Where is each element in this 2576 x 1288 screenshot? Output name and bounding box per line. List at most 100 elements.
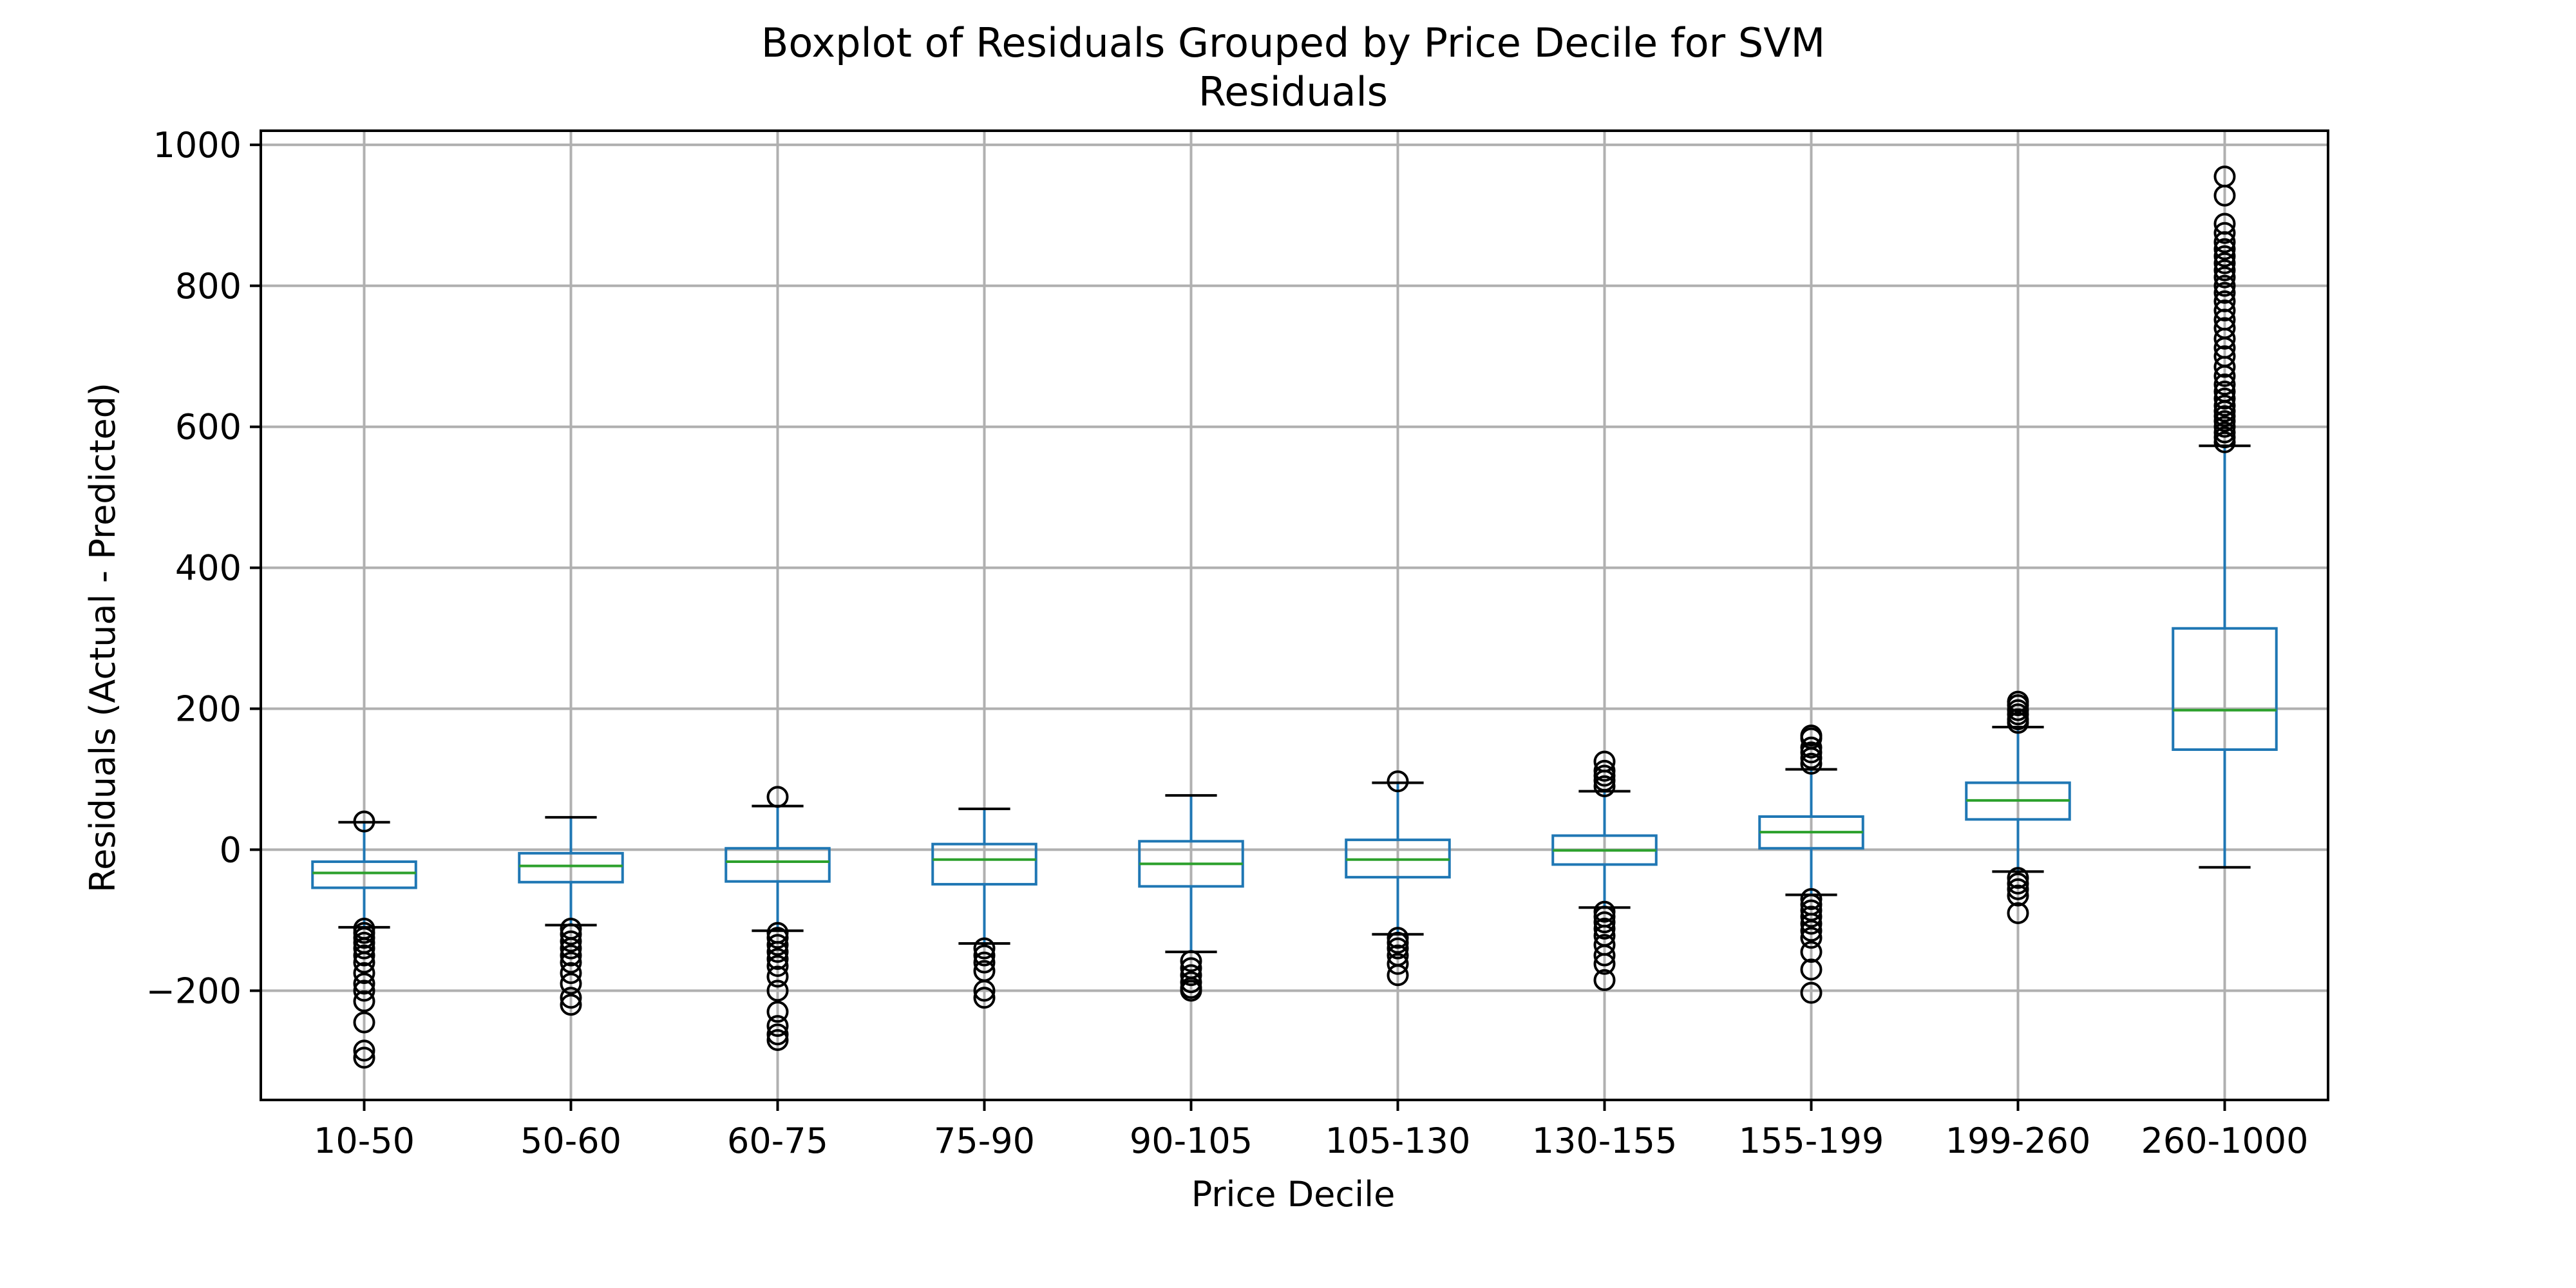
outlier-point [2213,374,2236,396]
y-tick-label: −200 [146,971,242,1011]
x-tick-label: 199-260 [1946,1121,2091,1161]
outlier-point [2007,690,2029,713]
outlier-point [766,948,789,971]
outlier-point [766,1015,789,1037]
outlier-point [560,930,582,952]
outlier-point [766,941,789,963]
outlier-point [353,980,375,1002]
outlier-point [353,972,375,995]
outlier-point [1800,981,1823,1004]
x-axis-label: Price Decile [1191,1174,1396,1215]
box-group [1551,750,1658,991]
x-tick-label: 50-60 [520,1121,621,1161]
outlier-point [560,994,582,1016]
outlier-point [2213,238,2236,260]
outlier-point [2213,387,2236,410]
outlier-point [2213,394,2236,417]
outlier-point [560,972,582,995]
outlier-point [2213,222,2236,244]
outlier-point [2213,380,2236,402]
outlier-point [1800,905,1823,928]
outlier-point [353,944,375,967]
outlier-point [766,1028,789,1051]
outlier-point [353,1011,375,1034]
outlier-point [2213,213,2236,235]
outlier-point [2213,421,2236,444]
box-group [1965,690,2071,924]
outlier-point [1387,964,1409,987]
outlier-point [766,1001,789,1023]
outlier-point [766,980,789,1002]
outlier-point [353,990,375,1012]
outlier-point [353,961,375,984]
outlier-point [973,987,996,1009]
y-tick-label: 800 [175,266,242,307]
outlier-point [766,786,789,808]
outlier-point [560,987,582,1009]
x-tick-label: 155-199 [1739,1121,1884,1161]
outlier-point [2007,878,2029,900]
outlier-point [2213,245,2236,267]
outlier-point [560,944,582,967]
outlier-point [353,810,375,833]
box-series [311,166,2278,1069]
outlier-point [973,951,996,974]
x-tick-label: 130-155 [1532,1121,1678,1161]
x-tick-label: 60-75 [727,1121,828,1161]
outlier-point [2213,266,2236,289]
outlier-point [2007,872,2029,895]
outlier-point [2213,259,2236,281]
iqr-box [724,847,831,883]
outlier-point [766,927,789,949]
outlier-point [1387,931,1409,954]
outlier-point [2213,290,2236,312]
outlier-point [2007,867,2029,889]
outlier-point [1387,770,1409,793]
x-axis-ticks: 10-50 50-60 60-75 75-90 90-105 105-130 130-155… [314,1100,2308,1161]
outlier-point [353,951,375,974]
chart-title: Boxplot of Residuals Grouped by Price De… [761,19,1825,66]
y-tick-label: 400 [175,548,242,589]
iqr-box [2172,627,2278,752]
chart-subtitle: Residuals [1198,68,1388,115]
outlier-point [1387,937,1409,960]
box-group [724,786,831,1051]
x-tick-label: 10-50 [314,1121,415,1161]
outlier-point [1800,888,1823,911]
outlier-point [560,923,582,945]
box-group [1758,724,1864,1004]
outlier-point [1800,958,1823,981]
iqr-box [518,851,624,884]
box-group [518,816,624,1016]
x-tick-label: 105-130 [1325,1121,1471,1161]
x-tick-label: 75-90 [934,1121,1035,1161]
outlier-point [2213,299,2236,322]
outlier-point [1800,941,1823,963]
outlier-point [353,1046,375,1069]
outlier-point [1593,969,1616,991]
outlier-point [2213,317,2236,339]
outlier-point [1800,913,1823,935]
outlier-point [1180,964,1202,987]
x-tick-label: 260-1000 [2141,1121,2309,1161]
outlier-point [1800,927,1823,949]
x-tick-label: 90-105 [1130,1121,1253,1161]
iqr-box [931,842,1037,886]
y-tick-label: 0 [220,829,242,870]
box-group [311,810,417,1069]
outlier-point [1593,952,1616,975]
outlier-point [1180,971,1202,994]
box-group [1138,794,1244,1002]
outlier-point [2213,252,2236,274]
outlier-point [1180,980,1202,1002]
outlier-point [2213,281,2236,304]
outlier-point [766,934,789,956]
outlier-point [1593,750,1616,773]
y-tick-label: 1000 [153,125,242,166]
y-tick-label: 200 [175,689,242,730]
outlier-point [973,937,996,960]
outlier-point [973,944,996,967]
y-axis-ticks: −200 0 200 400 600 800 1000 [146,125,261,1011]
